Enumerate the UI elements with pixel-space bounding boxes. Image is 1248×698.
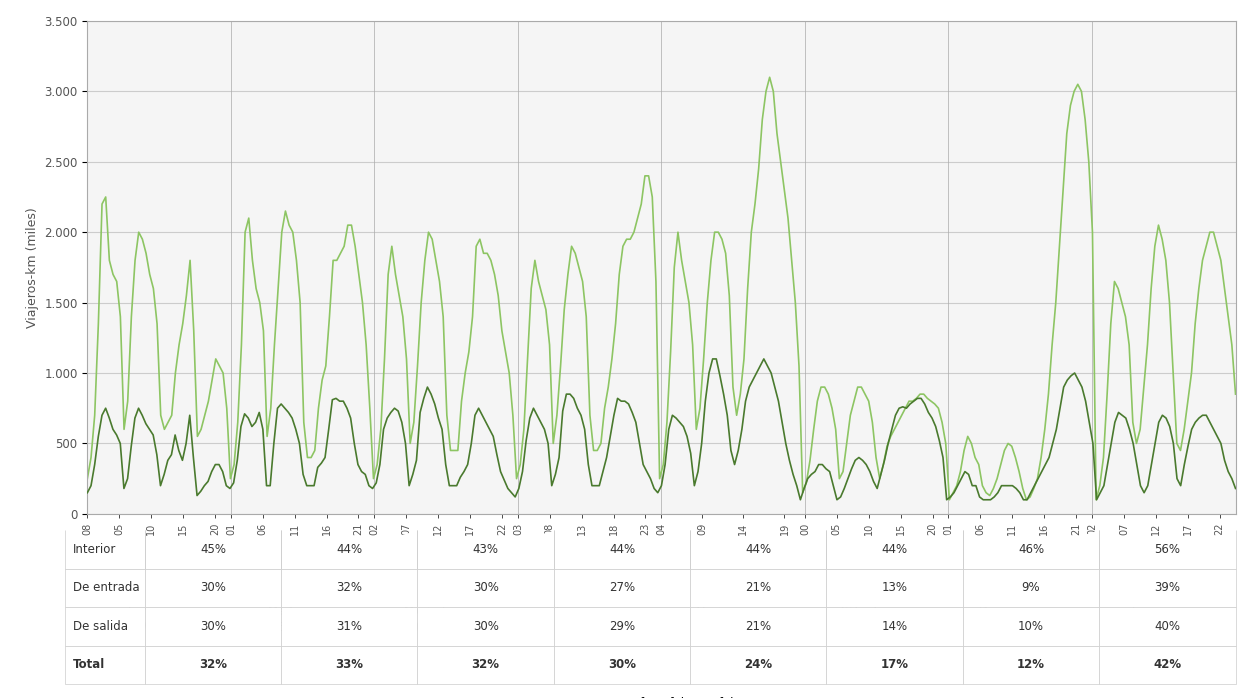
Legend: Ref. 14 feb - 20 feb: Ref. 14 feb - 20 feb: [580, 692, 743, 698]
Text: Miércoles
06/05: Miércoles 06/05: [404, 605, 459, 633]
Text: Domingo
10/05: Domingo 10/05: [980, 605, 1032, 633]
Text: Jueves
07/05: Jueves 07/05: [557, 605, 594, 633]
Text: Lunes
11/05: Lunes 11/05: [1132, 605, 1167, 633]
Text: Martes
05/05: Martes 05/05: [268, 605, 308, 633]
Text: Sábado
09/05: Sábado 09/05: [840, 605, 885, 633]
Text: Viernes
08/05: Viernes 08/05: [696, 605, 741, 633]
Y-axis label: Viajeros-km (miles): Viajeros-km (miles): [26, 207, 39, 328]
Text: Lunes
04/05: Lunes 04/05: [127, 605, 162, 633]
